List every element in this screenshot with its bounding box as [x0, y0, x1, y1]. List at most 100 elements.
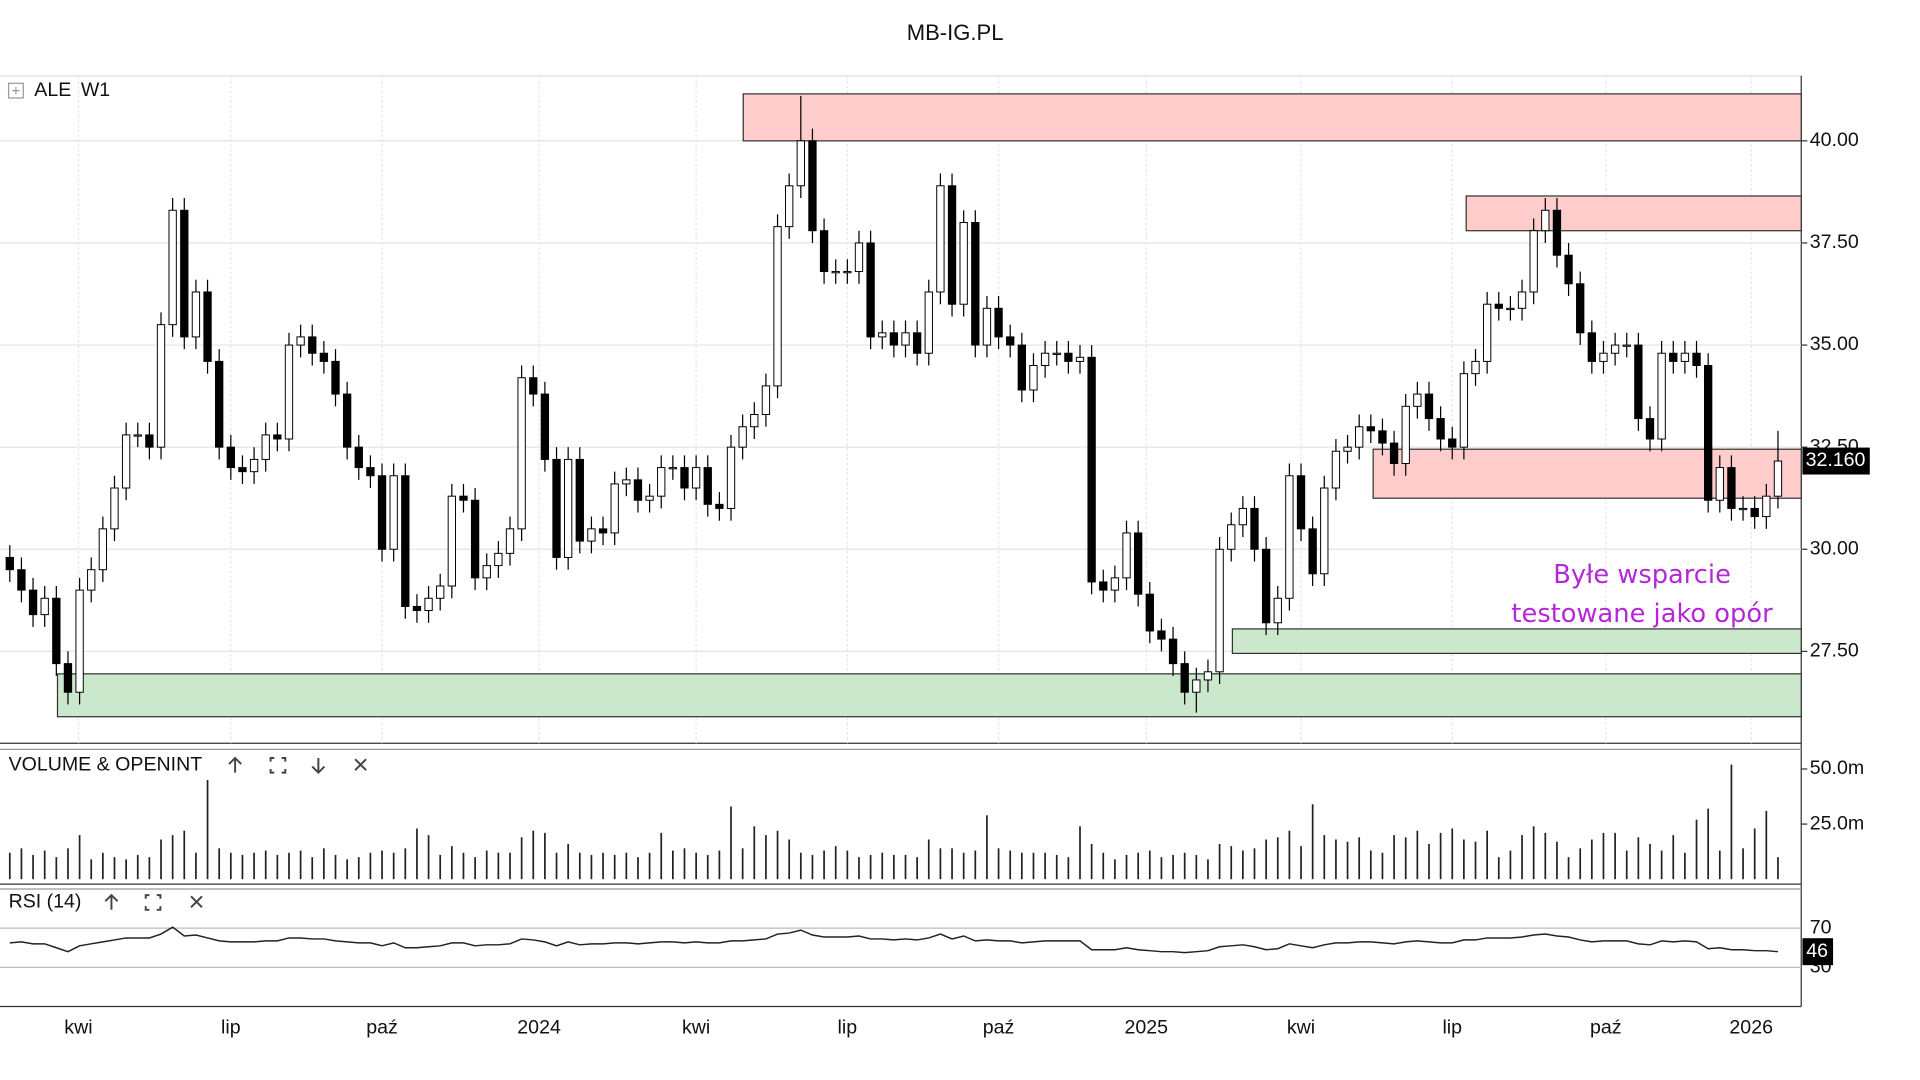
candle-body [1145, 593, 1154, 632]
x-tick-label: 2025 [1125, 1017, 1169, 1039]
candle-body [1343, 446, 1352, 452]
candle-body [354, 446, 363, 469]
candle-body [1517, 291, 1527, 309]
candle-body [1494, 303, 1503, 309]
candle-body [401, 475, 410, 607]
candle-body [121, 434, 131, 489]
candle-body [377, 475, 387, 550]
candle-body [1669, 352, 1678, 362]
candle-body [308, 336, 317, 354]
zone [56, 673, 1802, 718]
candle-body [1075, 356, 1085, 362]
y-tick-label: 25.0m [1810, 812, 1864, 834]
close-icon[interactable] [354, 758, 367, 771]
chart-title: MB-IG.PL [907, 20, 1004, 45]
candle-body [1680, 352, 1690, 362]
candle-body [1285, 475, 1294, 599]
candle-body [750, 414, 759, 428]
candle-body [1599, 352, 1608, 362]
x-tick-label: kwi [1287, 1017, 1315, 1039]
candle-body [331, 360, 340, 395]
rsi-value-box [1802, 938, 1834, 966]
move-up-icon[interactable] [228, 756, 242, 773]
candle-body [1261, 548, 1271, 624]
candle-body [668, 467, 678, 470]
y-tick-label: 50.0m [1810, 757, 1864, 779]
candle-body [1552, 209, 1562, 256]
rsi-value-label: 46 [1806, 940, 1828, 962]
candle-body [715, 503, 724, 509]
candle-body [482, 565, 491, 579]
candle-body [1529, 230, 1538, 293]
candle-body [1424, 393, 1434, 420]
zone [1231, 628, 1802, 655]
candle-body [1715, 467, 1724, 501]
candle-body [540, 393, 550, 460]
candle-body [633, 479, 643, 501]
y-tick-label: 40.00 [1810, 129, 1859, 151]
annotation: Byłe wsparcie [1553, 560, 1731, 590]
candle-body [1610, 344, 1620, 354]
maximize-icon[interactable] [269, 756, 287, 774]
candle-body [296, 336, 305, 346]
expand-icon [12, 86, 20, 95]
interval: W1 [81, 79, 110, 101]
candle-body [1157, 630, 1166, 640]
candle-body [215, 360, 224, 448]
candle-body [436, 585, 445, 599]
candle-body [133, 434, 142, 437]
x-tick-label: lip [1442, 1017, 1462, 1039]
symbol: ALE [34, 79, 71, 101]
rsi-controls [104, 893, 203, 911]
candle-body [959, 222, 968, 305]
candle-body [622, 479, 631, 485]
rsi-title: RSI (14) [9, 891, 82, 913]
y-tick-label: 27.50 [1810, 640, 1859, 662]
candle-body [901, 332, 910, 346]
candle-body [226, 446, 235, 469]
candle-body [180, 209, 189, 338]
y-tick-label: 30.00 [1810, 537, 1859, 559]
candle-body [1622, 344, 1631, 347]
candle-body [505, 528, 515, 554]
candle-body [761, 385, 771, 415]
volume-title: VOLUME & OPENINT [9, 753, 203, 775]
maximize-icon[interactable] [144, 894, 162, 911]
x-tick-label: lip [221, 1017, 241, 1039]
candle-body [517, 377, 526, 530]
candle-body [87, 569, 96, 591]
candle-body [1331, 450, 1341, 489]
candle-body [1192, 679, 1201, 693]
candle-body [40, 597, 49, 616]
candle-body [145, 434, 154, 448]
candle-body [494, 552, 503, 567]
y-tick-label: 70 [1810, 916, 1832, 938]
candle-body [936, 185, 945, 293]
candle-body [1273, 597, 1282, 624]
candle-body [17, 569, 26, 591]
candle-body [773, 226, 782, 387]
candle-body [1738, 507, 1748, 511]
candle-body [680, 467, 689, 489]
candle-body [1645, 418, 1655, 440]
candle-body [1704, 364, 1713, 501]
move-up-icon[interactable] [104, 893, 119, 910]
candle-body [1320, 487, 1329, 575]
candle-body [1773, 460, 1783, 497]
close-icon[interactable] [190, 895, 203, 909]
candle-body [284, 344, 294, 440]
candle-body [1203, 671, 1213, 681]
candle-body [75, 589, 84, 693]
x-tick-label: 2026 [1729, 1017, 1773, 1039]
candle-body [889, 332, 899, 346]
candle-body [785, 185, 794, 228]
candle-body [238, 467, 247, 473]
expand-button[interactable] [7, 82, 24, 99]
candle-body [1052, 352, 1061, 355]
candle-body [1541, 209, 1550, 232]
move-down-icon[interactable] [311, 757, 326, 775]
candle-body [1250, 507, 1259, 550]
last-price-box [1802, 447, 1870, 475]
candle-body [1168, 638, 1178, 665]
